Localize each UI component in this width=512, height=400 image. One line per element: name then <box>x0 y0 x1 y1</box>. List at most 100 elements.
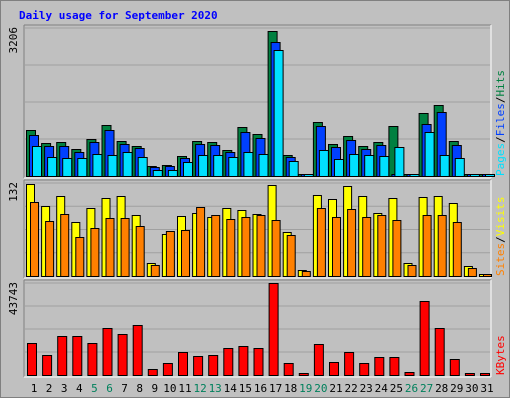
x-tick-label-day-11: 11 <box>178 382 191 395</box>
bar-pages-day-31 <box>485 174 495 177</box>
bar-kbytes-day-7 <box>117 334 128 376</box>
bar-kbytes-day-3 <box>57 336 68 376</box>
x-tick-label-day-30: 30 <box>465 382 478 395</box>
bar-kbytes-day-21 <box>329 362 339 376</box>
bar-pages-day-28 <box>439 155 450 177</box>
bar-pages-day-21 <box>334 159 344 177</box>
x-tick-label-day-31: 31 <box>480 382 493 395</box>
bar-sites-day-20 <box>316 208 326 277</box>
bar-sites-day-29 <box>452 222 462 277</box>
y-max-label-panel-1: 3206 <box>7 27 20 54</box>
bar-sites-day-14 <box>226 219 236 277</box>
bar-pages-day-14 <box>228 157 239 177</box>
x-tick-label-day-25: 25 <box>390 382 403 395</box>
legend-entry: Files <box>494 103 507 136</box>
bar-sites-day-19 <box>301 271 311 277</box>
bar-pages-day-17 <box>273 50 284 177</box>
bar-sites-day-5 <box>90 228 100 277</box>
bar-sites-day-18 <box>286 235 296 277</box>
bar-sites-day-8 <box>135 226 145 277</box>
bar-sites-day-12 <box>196 207 206 277</box>
bar-sites-day-27 <box>422 215 432 277</box>
bar-sites-day-26 <box>407 265 417 277</box>
legend-entry: Visits <box>494 197 507 237</box>
bar-sites-day-9 <box>150 265 160 277</box>
bar-kbytes-day-15 <box>238 346 249 376</box>
bar-kbytes-day-19 <box>298 373 309 376</box>
bar-kbytes-day-2 <box>42 355 53 376</box>
x-tick-label-day-19: 19 <box>299 382 312 395</box>
bar-kbytes-day-12 <box>193 356 204 376</box>
bar-pages-day-29 <box>454 158 465 177</box>
bar-kbytes-day-14 <box>223 348 234 376</box>
x-tick-label-day-16: 16 <box>254 382 267 395</box>
bar-sites-day-4 <box>75 237 85 277</box>
bar-pages-day-4 <box>77 158 88 177</box>
bar-pages-day-27 <box>424 132 435 177</box>
bar-sites-day-23 <box>362 217 372 277</box>
bar-sites-day-30 <box>467 268 477 277</box>
x-tick-label-day-29: 29 <box>450 382 463 395</box>
chart-title: Daily usage for September 2020 <box>19 9 218 22</box>
x-tick-label-day-26: 26 <box>405 382 418 395</box>
bar-sites-day-13 <box>211 215 221 277</box>
legend-entry: / <box>494 136 507 143</box>
x-tick-label-day-20: 20 <box>314 382 327 395</box>
bar-kbytes-day-28 <box>434 328 445 376</box>
bar-sites-day-6 <box>105 218 115 277</box>
bar-kbytes-day-11 <box>178 352 188 376</box>
bar-pages-day-13 <box>213 155 224 177</box>
bar-pages-day-7 <box>122 152 133 177</box>
legend-panel-3: KBytes <box>494 335 507 375</box>
bar-kbytes-day-27 <box>419 301 430 376</box>
bar-kbytes-day-18 <box>283 363 294 376</box>
x-tick-label-day-2: 2 <box>46 382 53 395</box>
x-tick-label-day-5: 5 <box>91 382 98 395</box>
x-tick-label-day-27: 27 <box>420 382 433 395</box>
bar-kbytes-day-17 <box>268 283 279 376</box>
x-tick-label-day-13: 13 <box>209 382 222 395</box>
bar-pages-day-16 <box>258 154 269 177</box>
x-tick-label-day-28: 28 <box>435 382 448 395</box>
legend-entry: / <box>494 236 507 243</box>
bar-pages-day-26 <box>409 174 420 177</box>
legend-entry: / <box>494 97 507 104</box>
bar-kbytes-day-1 <box>27 343 37 376</box>
bar-kbytes-day-22 <box>344 352 355 376</box>
bar-kbytes-day-31 <box>480 373 490 376</box>
bar-kbytes-day-4 <box>72 336 83 376</box>
bar-pages-day-30 <box>469 174 480 177</box>
legend-entry: Sites <box>494 243 507 276</box>
x-tick-label-day-24: 24 <box>375 382 389 395</box>
x-tick-label-day-9: 9 <box>151 382 158 395</box>
bar-sites-day-16 <box>256 215 266 277</box>
bar-pages-day-23 <box>364 155 375 177</box>
bar-kbytes-day-30 <box>464 373 475 376</box>
x-tick-label-day-6: 6 <box>106 382 113 395</box>
x-tick-label-day-18: 18 <box>284 382 297 395</box>
bar-pages-day-15 <box>243 152 254 177</box>
bar-kbytes-day-24 <box>374 357 385 376</box>
bar-kbytes-day-26 <box>404 372 415 376</box>
x-tick-label-day-22: 22 <box>344 382 357 395</box>
bar-sites-day-3 <box>60 214 70 277</box>
x-tick-label-day-23: 23 <box>360 382 373 395</box>
bar-pages-day-1 <box>32 146 42 177</box>
x-tick-label-day-7: 7 <box>121 382 128 395</box>
legend-entry: Pages <box>494 143 507 176</box>
bar-kbytes-day-6 <box>102 328 113 376</box>
bar-pages-day-11 <box>183 162 193 177</box>
bar-kbytes-day-23 <box>359 363 370 376</box>
x-tick-label-day-4: 4 <box>76 382 83 395</box>
bar-pages-day-10 <box>167 170 178 177</box>
bar-kbytes-day-16 <box>253 348 264 376</box>
bar-sites-day-10 <box>165 231 175 277</box>
legend-panel-2: Sites/Visits <box>494 197 507 277</box>
bar-pages-day-6 <box>107 155 118 177</box>
bar-sites-day-11 <box>181 230 190 277</box>
bar-sites-day-24 <box>377 215 387 277</box>
bar-sites-day-31 <box>483 274 492 277</box>
bar-pages-day-20 <box>318 150 329 177</box>
bar-pages-day-22 <box>349 154 360 177</box>
bar-pages-day-5 <box>92 154 103 177</box>
